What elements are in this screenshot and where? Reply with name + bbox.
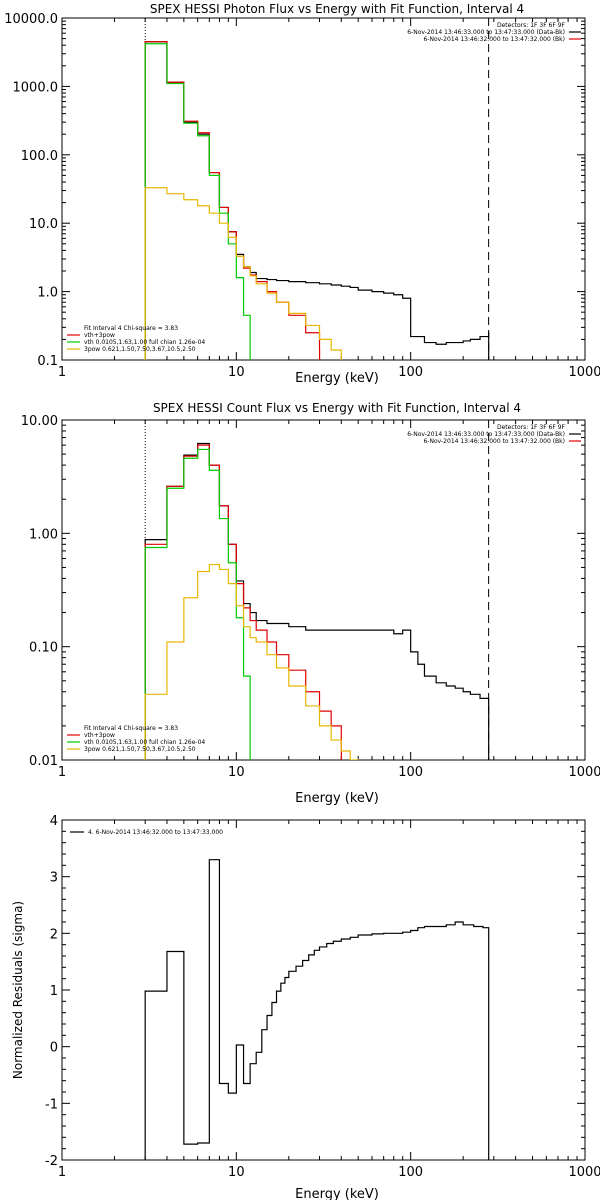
photon-xtick-label: 100 [398,365,423,380]
photon-header-line: 6-Nov-2014 13:46:33.000 to 13:47:33.000 … [407,29,565,36]
count-xtick-label: 10 [228,765,245,780]
photon-ytick-label: 1000.0 [13,80,59,95]
photon-xtick-label: 1 [58,365,66,380]
photon-flux-panel: SPEX HESSI Photon Flux vs Energy with Fi… [150,2,524,386]
count-xtick-label: 1000 [568,765,600,780]
photon-xtick-label: 10 [228,365,245,380]
photon-ytick-label: 10000.0 [4,12,58,27]
count-header-line: 6-Nov-2014 13:46:32.000 to 13:47:32.000 … [423,438,565,445]
photon-header-line: Detectors: 1F 3F 6F 9F [497,22,566,29]
count-fit-line: 3pow 0.621,1.50,7.50,3.67,10.5,2.50 [84,746,196,753]
resid-ytick-label: 1 [50,984,58,999]
resid-ytick-label: 3 [50,871,58,886]
count-ytick-label: 10.00 [21,414,58,429]
resid-ytick-label: 4 [50,814,58,829]
photon-frame [61,17,586,361]
resid-xtick-label: 10 [228,1165,245,1180]
residuals-ylabel: Normalized Residuals (sigma) [11,901,25,1079]
resid-xtick-label: 1000 [568,1165,600,1180]
resid-legend-label: 4. 6-Nov-2014 13:46:32.000 to 13:47:33.0… [88,829,223,836]
count-ytick-label: 0.01 [29,754,58,769]
photon-ytick-label: 1.0 [37,286,58,301]
resid-xtick-label: 1 [58,1165,66,1180]
resid-xtick-label: 100 [398,1165,423,1180]
photon-fit-line: Fit Interval 4 Chi-square = 3.83 [84,325,178,332]
residuals-panel: Energy (keV) Normalized Residuals (sigma… [11,901,379,1200]
count-flux-xlabel: Energy (keV) [295,791,379,806]
photon-flux-title: SPEX HESSI Photon Flux vs Energy with Fi… [150,2,524,16]
resid-ytick-label: 0 [50,1041,58,1056]
count-flux-panel: SPEX HESSI Count Flux vs Energy with Fit… [153,401,521,806]
photon-flux-xlabel: Energy (keV) [295,371,379,386]
count-xtick-label: 100 [398,765,423,780]
count-flux-title: SPEX HESSI Count Flux vs Energy with Fit… [153,401,521,415]
photon-ytick-label: 10.0 [29,217,58,232]
count-plot: 1 10 100 1000 0.01 0.10 1.00 10.00 Detectors: 1F… [21,414,600,780]
photon-series-3 [144,187,342,360]
resid-ytick-label: 2 [50,927,58,942]
photon-header-line: 6-Nov-2014 13:46:32.000 to 13:47:32.000 … [423,36,565,43]
photon-ytick-label: 0.1 [37,354,58,369]
photon-fit-line: vth+3pow [84,332,115,339]
count-series-3 [144,563,359,760]
photon-series-2 [144,43,251,360]
count-ytick-label: 1.00 [29,527,58,542]
count-series-2 [144,448,251,760]
count-ytick-label: 0.10 [29,641,58,656]
photon-plot: 1 10 100 1000 0.1 1.0 10.0 100.0 1000.0 10000.0 De… [4,12,600,380]
resid-plot: 1 10 100 1000 -2 -1 0 1 2 3 4 4. 6-Nov-2014 13:46:3… [45,814,600,1180]
photon-fit-line: 3pow 0.621,1.50,7.50,3.67,10.5,2.50 [84,346,196,353]
count-frame [61,419,586,761]
residuals-xlabel: Energy (keV) [295,1187,379,1200]
count-fit-line: Fit Interval 4 Chi-square = 3.83 [84,725,178,732]
photon-ytick-label: 100.0 [21,149,58,164]
count-fit-line: vth+3pow [84,732,115,739]
count-header-line: 6-Nov-2014 13:46:33.000 to 13:47:33.000 … [407,431,565,438]
count-header-line: Detectors: 1F 3F 6F 9F [497,424,566,431]
count-fit-line: vth 0.0105,1.63,1.00 full chian 1.26e-04 [84,739,205,746]
photon-fit-line: vth 0.0105,1.63,1.00 full chian 1.26e-04 [84,339,205,346]
count-xtick-label: 1 [58,765,66,780]
resid-series-0 [144,859,490,1160]
resid-ytick-label: -1 [45,1097,58,1112]
resid-ytick-label: -2 [45,1154,58,1169]
photon-xtick-label: 1000 [568,365,600,380]
